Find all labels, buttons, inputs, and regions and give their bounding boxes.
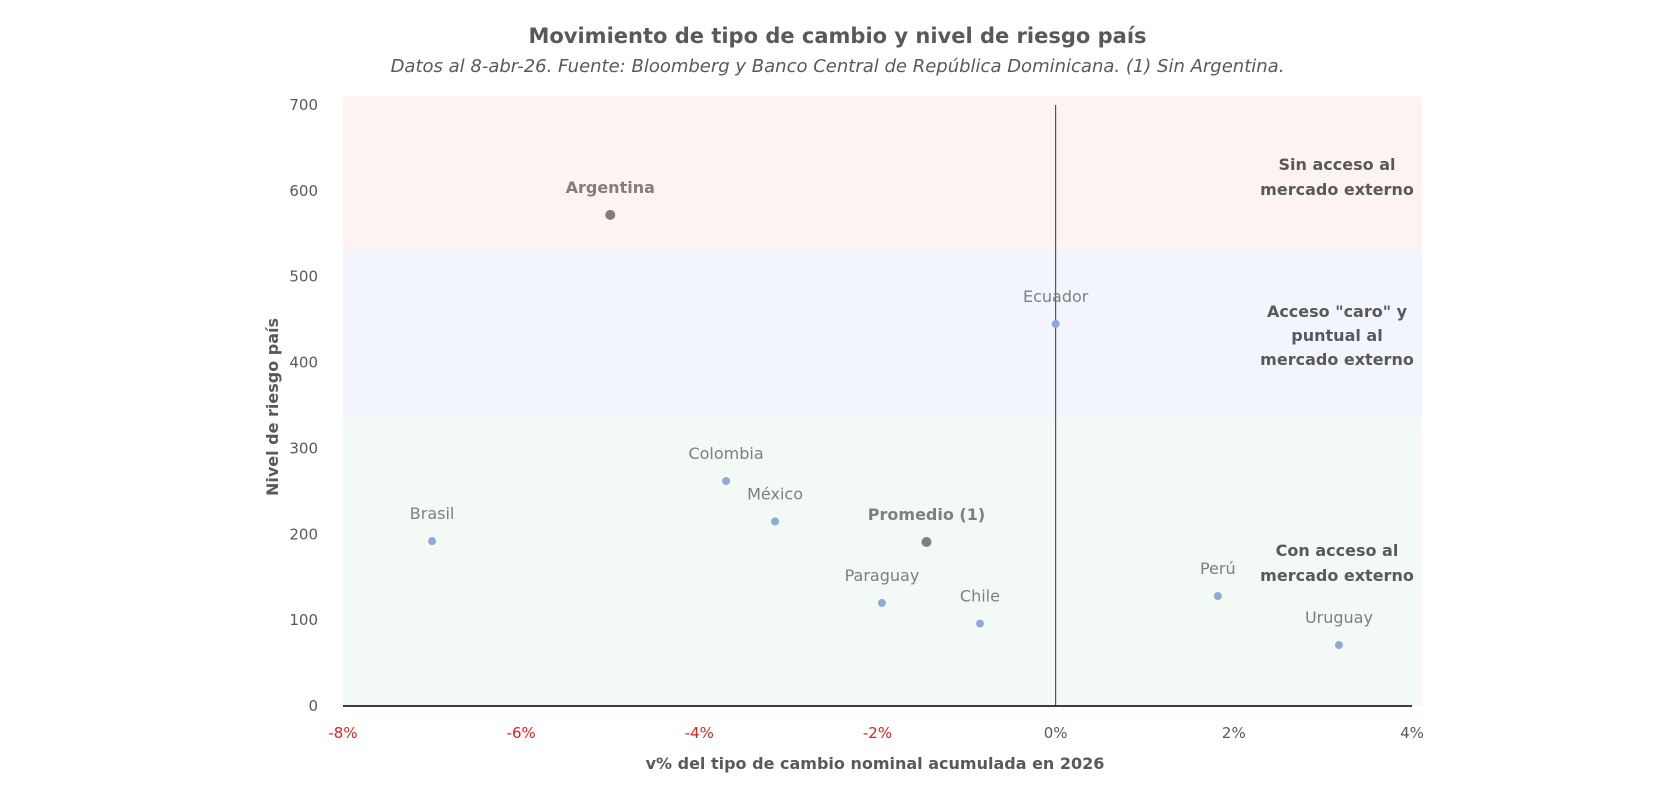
y-tick-label: 200 bbox=[289, 525, 318, 543]
chart-title: Movimiento de tipo de cambio y nivel de … bbox=[528, 24, 1147, 48]
data-point bbox=[975, 619, 984, 628]
zone-band bbox=[343, 418, 1422, 706]
points-layer: Argentina Ecuador Colombia México Brasil Prom… bbox=[410, 178, 1373, 650]
y-tick-label: 700 bbox=[289, 96, 318, 114]
data-point-label: Chile bbox=[960, 587, 1000, 606]
zones-layer: Sin acceso al mercado externo Acceso "caro… bbox=[343, 96, 1422, 706]
x-tick-label: -8% bbox=[328, 724, 357, 742]
y-tick-label: 600 bbox=[289, 182, 318, 200]
data-point-label: Promedio (1) bbox=[868, 505, 985, 524]
y-tick-label: 0 bbox=[308, 697, 318, 715]
data-point-label: México bbox=[747, 484, 803, 503]
zone-label-line: Sin acceso al bbox=[1279, 155, 1396, 174]
x-tick-label: 2% bbox=[1222, 724, 1246, 742]
zone-label-line: mercado externo bbox=[1260, 180, 1414, 199]
x-tick-label: 0% bbox=[1044, 724, 1068, 742]
zone-band bbox=[343, 96, 1422, 251]
zone-band bbox=[343, 250, 1422, 419]
data-point bbox=[1051, 319, 1060, 328]
data-point-label: Brasil bbox=[410, 504, 455, 523]
x-axis-label: v% del tipo de cambio nominal acumulada … bbox=[646, 754, 1105, 773]
x-tick-label: -6% bbox=[507, 724, 536, 742]
y-tick-label: 500 bbox=[289, 268, 318, 286]
x-tick-label: -4% bbox=[685, 724, 714, 742]
data-point bbox=[1213, 592, 1222, 601]
data-point bbox=[771, 517, 780, 526]
data-point-label: Paraguay bbox=[845, 566, 920, 585]
x-tick-label: 4% bbox=[1400, 724, 1424, 742]
data-point bbox=[877, 598, 886, 607]
data-point-label: Colombia bbox=[688, 444, 763, 463]
zone-label-line: mercado externo bbox=[1260, 350, 1414, 369]
y-tick-label: 400 bbox=[289, 354, 318, 372]
y-axis-label: Nivel de riesgo país bbox=[263, 318, 282, 496]
data-point bbox=[428, 537, 437, 546]
x-tick-label: -2% bbox=[863, 724, 892, 742]
zone-label-line: Acceso "caro" y bbox=[1267, 302, 1408, 321]
y-tick-label: 100 bbox=[289, 611, 318, 629]
data-point bbox=[605, 209, 616, 220]
zone-label-line: puntual al bbox=[1291, 326, 1382, 345]
axes-layer: -8% -6% -4% -2% 0% 2% 4% 0 100 200 300 400 500 600 700 bbox=[289, 96, 1424, 742]
y-tick-label: 300 bbox=[289, 439, 318, 457]
data-point bbox=[921, 537, 932, 548]
data-point bbox=[722, 477, 731, 486]
data-point bbox=[1334, 641, 1343, 650]
zone-label-line: mercado externo bbox=[1260, 566, 1414, 585]
data-point-label: Ecuador bbox=[1023, 287, 1089, 306]
data-point-label: Uruguay bbox=[1305, 608, 1373, 627]
data-point-label: Perú bbox=[1200, 559, 1236, 578]
data-point-label: Argentina bbox=[566, 178, 655, 197]
chart-subtitle: Datos al 8-abr-26. Fuente: Bloomberg y B… bbox=[390, 56, 1285, 77]
zone-label-line: Con acceso al bbox=[1276, 541, 1399, 560]
